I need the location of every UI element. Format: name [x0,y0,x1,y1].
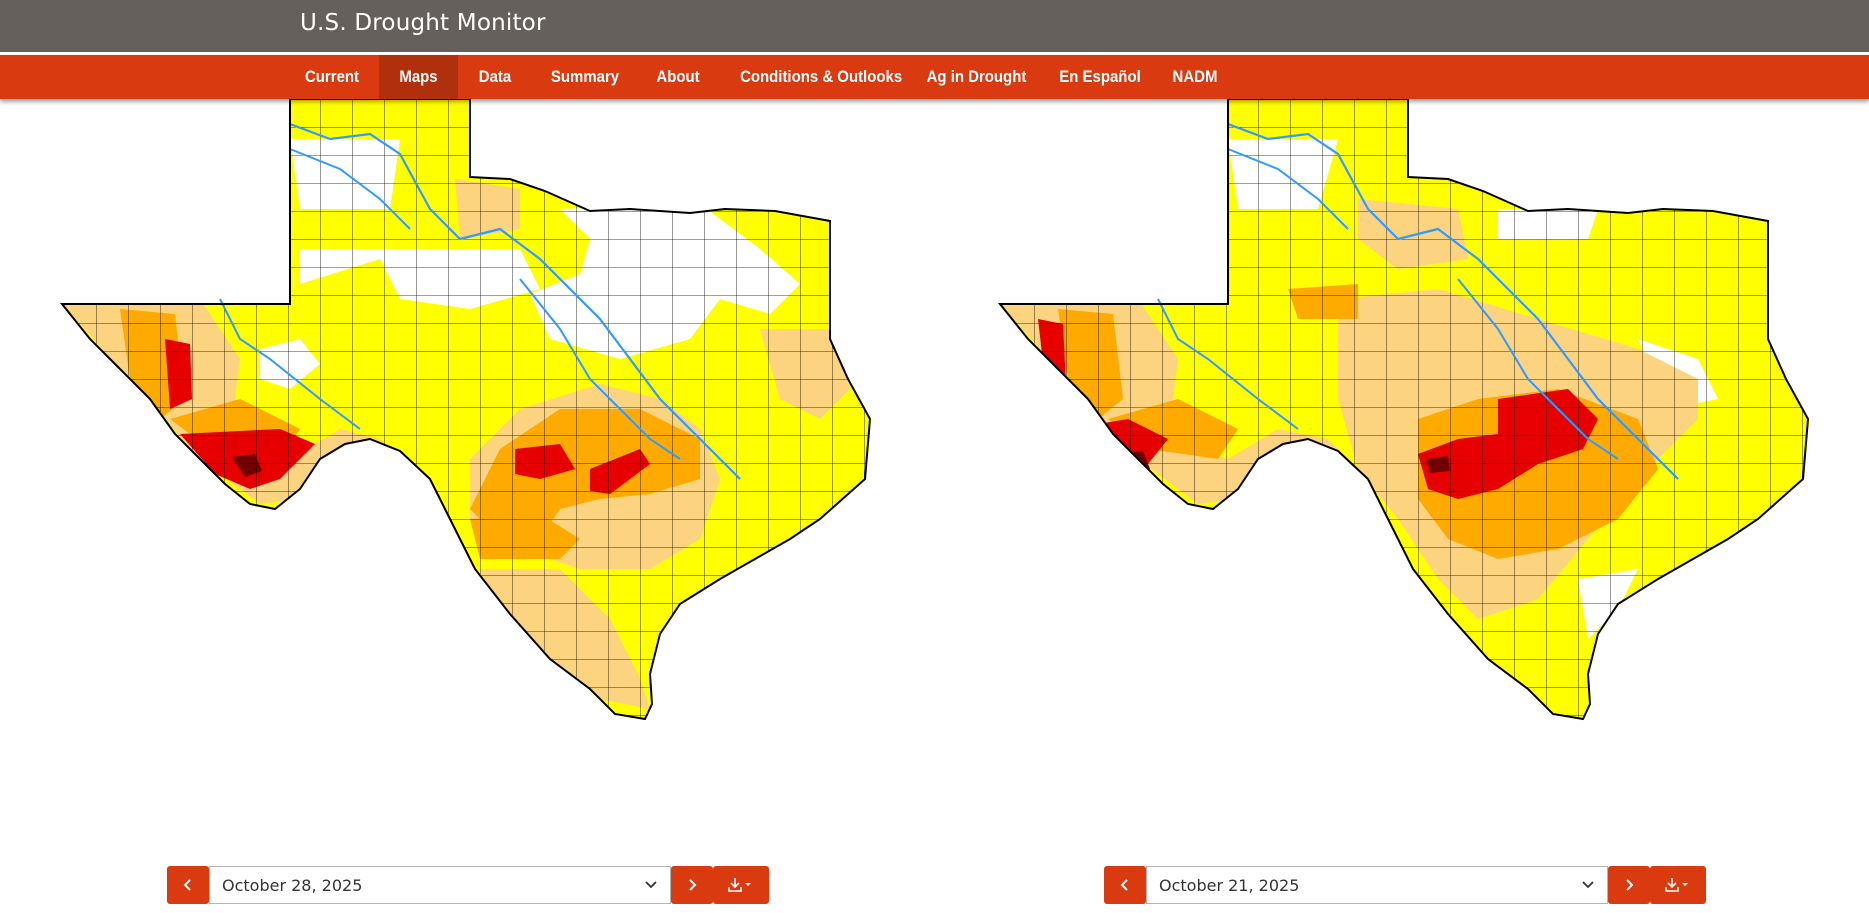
download-icon [1665,878,1688,892]
nav-maps[interactable]: Maps [399,67,438,86]
next-date-button-right[interactable] [1608,866,1650,904]
chevron-right-icon [689,879,697,891]
nav-data[interactable]: Data [478,67,512,86]
chevron-down-icon [1582,881,1594,889]
site-title[interactable]: U.S. Drought Monitor [300,10,546,36]
texas-drought-map-oct28 [59,99,872,721]
drought-map-left [0,99,900,849]
nav-summary[interactable]: Summary [550,67,620,86]
nav-about[interactable]: About [656,67,700,86]
download-button-right[interactable] [1650,866,1706,904]
selected-date-right: October 21, 2025 [1159,876,1300,895]
nav-current[interactable]: Current [304,67,360,86]
date-control-right: October 21, 2025 [1104,866,1706,904]
chevron-down-icon [645,881,657,889]
chevron-left-icon [183,879,191,891]
site-header: U.S. Drought Monitor [0,0,1869,52]
date-control-left: October 28, 2025 [167,866,769,904]
chevron-right-icon [1626,879,1634,891]
nav-nadm[interactable]: NADM [1172,67,1218,86]
nav-ag-in-drought[interactable]: Ag in Drought [926,67,1027,86]
chevron-left-icon [1120,879,1128,891]
nav-conditions-outlooks[interactable]: Conditions & Outlooks [740,67,903,86]
prev-date-button-left[interactable] [167,866,209,904]
date-select-left[interactable]: October 28, 2025 [209,866,671,904]
download-icon [728,878,751,892]
date-select-right[interactable]: October 21, 2025 [1146,866,1608,904]
nav-active-highlight [379,55,458,99]
nav-en-espanol[interactable]: En Español [1059,67,1141,86]
selected-date-left: October 28, 2025 [222,876,363,895]
download-button-left[interactable] [713,866,769,904]
texas-drought-map-oct21 [997,99,1810,721]
next-date-button-left[interactable] [671,866,713,904]
drought-map-right [938,99,1838,849]
main-nav: Current Maps Data Summary About Conditio… [0,55,1869,99]
prev-date-button-right[interactable] [1104,866,1146,904]
